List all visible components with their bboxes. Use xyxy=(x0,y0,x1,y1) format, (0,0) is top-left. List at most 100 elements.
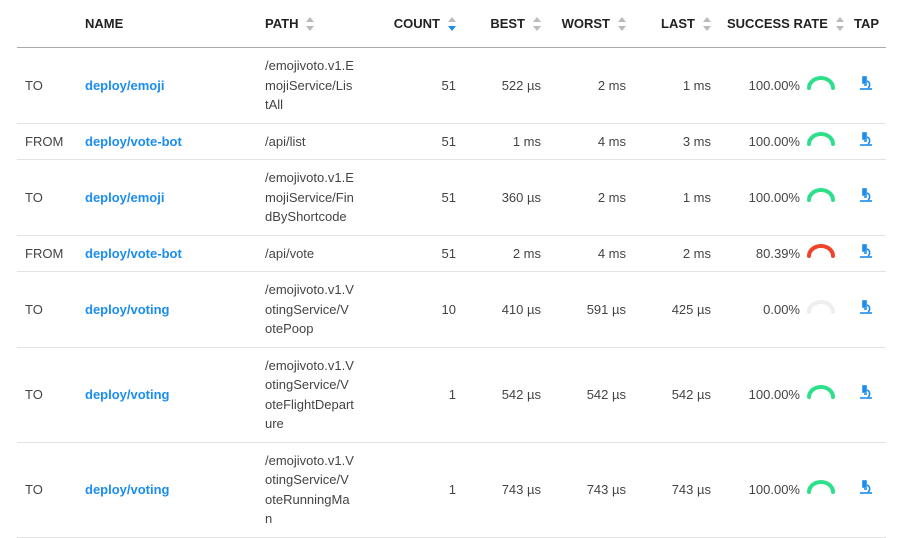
direction: TO xyxy=(17,271,77,348)
resource-link[interactable]: deploy/emoji xyxy=(85,77,165,93)
success-rate: 100.00% xyxy=(748,481,800,497)
header-last[interactable]: LAST xyxy=(634,0,719,48)
header-path[interactable]: PATH xyxy=(257,0,363,48)
direction: TO xyxy=(17,47,77,124)
success-rate: 100.00% xyxy=(748,386,800,402)
count: 51 xyxy=(363,235,464,272)
success-gauge-icon xyxy=(806,243,836,264)
header-name: NAME xyxy=(77,0,257,48)
path: /emojivoto.v1.EmojiService/FindByShortco… xyxy=(257,159,363,236)
sort-icon[interactable] xyxy=(306,17,315,32)
best-latency: 2 ms xyxy=(464,235,549,272)
table-row: TO deploy/voting /emojivoto.v1.VotingSer… xyxy=(17,442,886,538)
direction: TO xyxy=(17,347,77,443)
success-rate-cell: 0.00% xyxy=(719,271,846,348)
header-best[interactable]: BEST xyxy=(464,0,549,48)
best-latency: 743 µs xyxy=(464,442,549,538)
table-row: TO deploy/emoji /emojivoto.v1.EmojiServi… xyxy=(17,159,886,236)
sort-icon[interactable] xyxy=(448,17,456,32)
worst-latency: 542 µs xyxy=(549,347,634,443)
header-worst[interactable]: WORST xyxy=(549,0,634,48)
success-gauge-icon xyxy=(806,299,836,320)
header-tap: TAP xyxy=(846,0,886,48)
count: 51 xyxy=(363,47,464,124)
worst-latency: 2 ms xyxy=(549,47,634,124)
resource-link[interactable]: deploy/voting xyxy=(85,386,170,402)
best-latency: 1 ms xyxy=(464,123,549,160)
resource-link[interactable]: deploy/vote-bot xyxy=(85,133,182,149)
success-rate: 100.00% xyxy=(748,189,800,205)
success-rate-cell: 80.39% xyxy=(719,235,846,272)
success-rate: 0.00% xyxy=(763,301,800,317)
success-gauge-icon xyxy=(806,131,836,152)
best-latency: 410 µs xyxy=(464,271,549,348)
success-gauge-icon xyxy=(806,384,836,405)
last-latency: 1 ms xyxy=(634,47,719,124)
last-latency: 425 µs xyxy=(634,271,719,348)
last-latency: 2 ms xyxy=(634,235,719,272)
direction: TO xyxy=(17,159,77,236)
direction: FROM xyxy=(17,123,77,160)
best-latency: 360 µs xyxy=(464,159,549,236)
header-label: PATH xyxy=(265,15,299,31)
path: /emojivoto.v1.EmojiService/ListAll xyxy=(257,47,363,124)
count: 1 xyxy=(363,347,464,443)
microscope-icon[interactable] xyxy=(859,384,873,402)
best-latency: 542 µs xyxy=(464,347,549,443)
header-label: WORST xyxy=(561,15,610,31)
last-latency: 743 µs xyxy=(634,442,719,538)
sort-icon[interactable] xyxy=(618,17,626,32)
path: /emojivoto.v1.VotingService/VoteRunningM… xyxy=(257,442,363,538)
header-label: TAP xyxy=(854,16,880,31)
table-row: FROM deploy/vote-bot /api/list 51 1 ms 4… xyxy=(17,123,886,160)
success-rate-cell: 100.00% xyxy=(719,159,846,236)
best-latency: 522 µs xyxy=(464,47,549,124)
microscope-icon[interactable] xyxy=(859,479,873,497)
microscope-icon[interactable] xyxy=(859,187,873,205)
path: /emojivoto.v1.VotingService/VotePoop xyxy=(257,271,363,348)
success-rate-cell: 100.00% xyxy=(719,47,846,124)
resource-link[interactable]: deploy/vote-bot xyxy=(85,245,182,261)
success-rate: 80.39% xyxy=(755,245,800,261)
microscope-icon[interactable] xyxy=(859,299,873,317)
sort-icon[interactable] xyxy=(835,17,844,32)
worst-latency: 743 µs xyxy=(549,442,634,538)
header-label: BEST xyxy=(490,15,525,31)
path: /api/vote xyxy=(257,235,363,272)
count: 1 xyxy=(363,442,464,538)
success-rate-cell: 100.00% xyxy=(719,347,846,443)
table-row: TO deploy/emoji /emojivoto.v1.EmojiServi… xyxy=(17,47,886,124)
header-count[interactable]: COUNT xyxy=(363,0,464,48)
worst-latency: 2 ms xyxy=(549,159,634,236)
direction: TO xyxy=(17,442,77,538)
header-label: LAST xyxy=(661,15,695,31)
last-latency: 542 µs xyxy=(634,347,719,443)
path: /api/list xyxy=(257,123,363,160)
resource-link[interactable]: deploy/emoji xyxy=(85,189,165,205)
table-row: TO deploy/voting /emojivoto.v1.VotingSer… xyxy=(17,271,886,348)
microscope-icon[interactable] xyxy=(859,131,873,149)
microscope-icon[interactable] xyxy=(859,75,873,93)
count: 10 xyxy=(363,271,464,348)
header-label: SUCCESS RATE xyxy=(727,15,828,31)
resource-link[interactable]: deploy/voting xyxy=(85,301,170,317)
sort-icon[interactable] xyxy=(703,17,711,32)
success-rate-cell: 100.00% xyxy=(719,123,846,160)
routes-table: NAME PATH COUNT BEST WORST LAST SUCCESS RATE TA… xyxy=(17,0,886,538)
resource-link[interactable]: deploy/voting xyxy=(85,481,170,497)
header-label: COUNT xyxy=(393,15,440,31)
success-rate: 100.00% xyxy=(748,133,800,149)
header-direction xyxy=(17,0,77,48)
worst-latency: 591 µs xyxy=(549,271,634,348)
path: /emojivoto.v1.VotingService/VoteFlightDe… xyxy=(257,347,363,443)
success-gauge-icon xyxy=(806,187,836,208)
microscope-icon[interactable] xyxy=(859,243,873,261)
last-latency: 1 ms xyxy=(634,159,719,236)
last-latency: 3 ms xyxy=(634,123,719,160)
success-rate-cell: 100.00% xyxy=(719,442,846,538)
success-gauge-icon xyxy=(806,479,836,500)
header-success-rate[interactable]: SUCCESS RATE xyxy=(719,0,846,48)
sort-icon[interactable] xyxy=(533,17,541,32)
table-row: FROM deploy/vote-bot /api/vote 51 2 ms 4… xyxy=(17,235,886,272)
success-gauge-icon xyxy=(806,75,836,96)
